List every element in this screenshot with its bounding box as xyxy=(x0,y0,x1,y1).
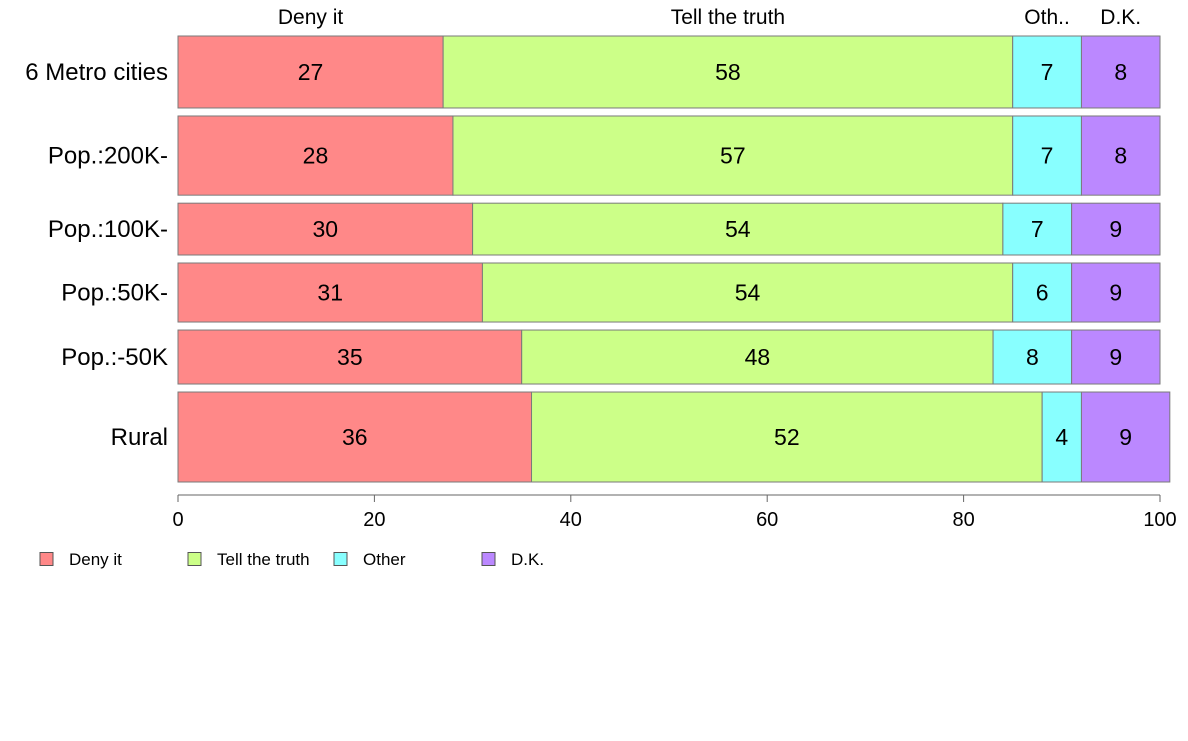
data-label: 57 xyxy=(720,143,746,169)
legend-swatch xyxy=(481,552,496,566)
bar-segment xyxy=(1041,391,1082,483)
bar-segment xyxy=(531,391,1043,483)
bar-segment xyxy=(1071,202,1161,256)
legend-label: Other xyxy=(363,550,406,569)
column-header-3: Oth.. xyxy=(1024,6,1070,29)
bar-segment xyxy=(992,329,1073,385)
legend-label: Tell the truth xyxy=(217,550,310,569)
bar-segment xyxy=(1012,115,1082,196)
x-tick-label: 40 xyxy=(560,509,582,531)
bar-segment xyxy=(177,35,444,109)
data-label: 7 xyxy=(1041,143,1054,169)
data-label: 9 xyxy=(1119,424,1132,450)
x-tick-label: 60 xyxy=(756,509,778,531)
bar-segment xyxy=(177,391,533,483)
data-label: 54 xyxy=(735,280,761,306)
data-label: 54 xyxy=(725,216,751,242)
data-label: 8 xyxy=(1114,143,1127,169)
legend-swatch xyxy=(187,552,202,566)
data-label: 7 xyxy=(1041,59,1054,85)
data-label: 8 xyxy=(1114,59,1127,85)
data-label: 30 xyxy=(313,216,339,242)
category-label: 6 Metro cities xyxy=(25,59,168,86)
bar-segment xyxy=(177,262,483,323)
data-label: 27 xyxy=(298,59,324,85)
data-label: 9 xyxy=(1109,344,1122,370)
data-label: 4 xyxy=(1055,424,1068,450)
category-label: Pop.:50K- xyxy=(61,280,168,307)
bar-segment xyxy=(1080,115,1161,196)
bar-segment xyxy=(472,202,1004,256)
legend-swatch xyxy=(333,552,348,566)
legend-label: Deny it xyxy=(69,550,122,569)
bar-segment xyxy=(1080,391,1171,483)
data-label: 9 xyxy=(1109,280,1122,306)
bar-segment xyxy=(481,262,1014,323)
category-label: Pop.:-50K xyxy=(61,344,168,371)
bar-segment xyxy=(452,115,1014,196)
data-label: 52 xyxy=(774,424,800,450)
legend-label: D.K. xyxy=(511,550,544,569)
category-label: Pop.:100K- xyxy=(48,216,168,243)
category-label: Pop.:200K- xyxy=(48,143,168,170)
bar-segment xyxy=(1071,262,1161,323)
data-label: 31 xyxy=(317,280,343,306)
bar-segment xyxy=(521,329,994,385)
data-label: 58 xyxy=(715,59,741,85)
data-label: 8 xyxy=(1026,344,1039,370)
data-label: 28 xyxy=(303,143,329,169)
data-label: 35 xyxy=(337,344,363,370)
bar-segment xyxy=(1071,329,1161,385)
column-header-2: Tell the truth xyxy=(671,6,785,29)
x-tick-label: 0 xyxy=(172,509,183,531)
bar-segment xyxy=(177,329,523,385)
data-label: 36 xyxy=(342,424,368,450)
data-label: 6 xyxy=(1036,280,1049,306)
data-label: 7 xyxy=(1031,216,1044,242)
column-header-4: D.K. xyxy=(1100,6,1141,29)
column-header-1: Deny it xyxy=(278,6,344,29)
x-tick-label: 80 xyxy=(952,509,974,531)
x-tick-label: 100 xyxy=(1143,509,1176,531)
legend-swatch xyxy=(39,552,54,566)
bar-segment xyxy=(442,35,1014,109)
bar-segment xyxy=(177,202,474,256)
data-label: 9 xyxy=(1109,216,1122,242)
bar-segment xyxy=(1080,35,1161,109)
category-label: Rural xyxy=(111,424,168,451)
bar-segment xyxy=(1012,35,1082,109)
data-label: 48 xyxy=(745,344,771,370)
x-tick-label: 20 xyxy=(363,509,385,531)
bar-segment xyxy=(177,115,454,196)
